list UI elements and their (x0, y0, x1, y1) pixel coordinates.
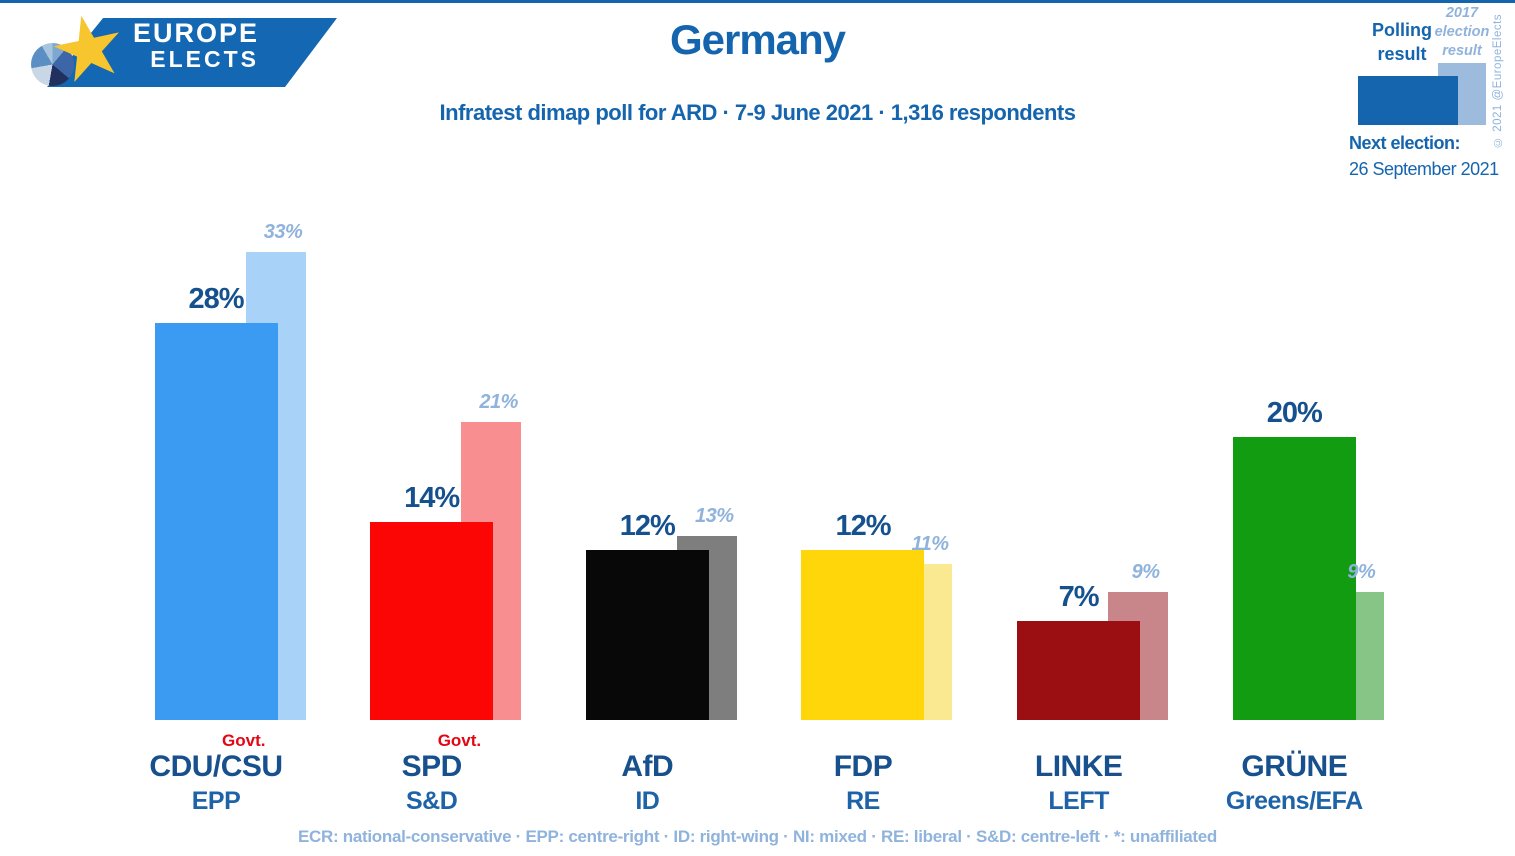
party-name: SPD (401, 750, 463, 783)
legend-2017-label: 2017 election result (1434, 5, 1490, 59)
election-2017-value-label: 9% (1347, 561, 1376, 584)
party-name: CDU/CSU (149, 750, 283, 783)
party-group: 14% 21% Govt. SPD S&D (324, 200, 540, 832)
polling-value-label: 14% (404, 481, 460, 514)
eu-group-name: EPP (191, 787, 241, 815)
europe-elects-logo: EUROPE ELECTS (30, 12, 350, 102)
polling-value-label: 12% (835, 509, 891, 542)
eu-group-name: Greens/EFA (1225, 787, 1363, 815)
polling-bar (1232, 436, 1356, 720)
legend-polling-label: Polling result (1372, 20, 1432, 64)
legend-polling-swatch (1358, 76, 1458, 125)
election-2017-value-label: 9% (1131, 561, 1160, 584)
eu-group-name: LEFT (1048, 787, 1109, 815)
polling-value-label: 20% (1266, 396, 1323, 429)
polling-value-label: 28% (188, 283, 244, 316)
party-group: 12% 11% FDP RE (755, 200, 971, 832)
copyright-vertical: © 2021 @EuropeElects (1492, 13, 1504, 148)
page-subtitle: Infratest dimap poll for ARD · 7-9 June … (439, 100, 1076, 125)
next-election-date: 26 September 2021 (1349, 159, 1499, 179)
logo-elects-text: ELECTS (150, 46, 259, 72)
eu-group-name: S&D (406, 787, 458, 815)
party-group: 28% 33% Govt. CDU/CSU EPP (108, 200, 324, 832)
govt-badge: Govt. (437, 731, 482, 750)
party-name: LINKE (1034, 750, 1123, 783)
party-name: FDP (833, 750, 893, 783)
logo-wordmark: EUROPE ELECTS (99, 20, 259, 72)
eu-group-name: RE (846, 787, 880, 815)
next-election-label: Next election: (1349, 133, 1461, 153)
election-2017-value-label: 21% (479, 391, 518, 414)
party-group: 20% 9% GRÜNE Greens/EFA (1186, 200, 1402, 832)
party-name: GRÜNE (1241, 750, 1348, 783)
top-border (0, 0, 1515, 3)
footer-legend: ECR: national-conservative · EPP: centre… (297, 827, 1218, 846)
polling-bar (801, 549, 925, 720)
election-2017-value-label: 33% (263, 221, 303, 244)
polling-value-label: 7% (1058, 580, 1100, 613)
bar-chart: 28% 33% Govt. CDU/CSU EPP 14% 21% Govt. SPD S&D 12… (108, 200, 1402, 832)
polling-bar (1017, 620, 1141, 720)
party-group: 7% 9% LINKE LEFT (971, 200, 1187, 832)
polling-value-label: 12% (619, 509, 676, 542)
page-title: Germany (669, 16, 846, 63)
logo-europe-text: EUROPE (132, 18, 259, 48)
election-2017-value-label: 11% (911, 533, 949, 556)
party-name: AfD (621, 750, 674, 783)
eu-group-name: ID (635, 787, 660, 815)
party-group: 12% 13% AfD ID (539, 200, 755, 832)
election-2017-value-label: 13% (695, 504, 734, 527)
star-icon (53, 15, 119, 82)
polling-bar (154, 323, 278, 720)
polling-bar (370, 521, 494, 720)
polling-bar (585, 549, 709, 720)
govt-badge: Govt. (222, 731, 266, 750)
